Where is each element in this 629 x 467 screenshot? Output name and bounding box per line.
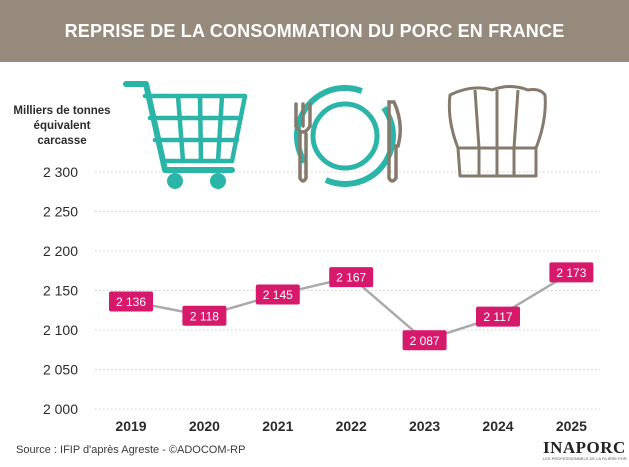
data-label: 2 173 [556, 266, 586, 280]
data-point-marker [476, 306, 520, 327]
x-tick-label: 2025 [556, 418, 587, 434]
data-label: 2 087 [410, 334, 440, 348]
y-axis-label-line: carcasse [37, 135, 87, 147]
data-label: 2 136 [116, 295, 146, 309]
data-point-marker [549, 262, 594, 283]
x-tick-label: 2024 [482, 418, 513, 434]
y-tick-label: 2 250 [43, 204, 78, 220]
data-point-marker [402, 330, 447, 351]
x-tick-label: 2023 [409, 418, 440, 434]
shopping-cart-icon [123, 81, 248, 189]
logo-text: INAPORC [543, 438, 626, 457]
y-axis-label-line: équivalent [33, 120, 91, 132]
x-tick-label: 2020 [189, 418, 220, 434]
y-tick-label: 2 100 [43, 322, 78, 338]
data-point-marker [182, 305, 227, 326]
y-tick-label: 2 000 [43, 401, 78, 417]
data-point-marker [255, 284, 300, 305]
x-tick-label: 2021 [262, 418, 293, 434]
y-tick-label: 2 200 [43, 243, 78, 259]
chef-hat-icon [447, 85, 547, 178]
y-tick-label: 2 050 [43, 362, 78, 378]
y-tick-label: 2 150 [43, 283, 78, 299]
page-title: REPRISE DE LA CONSOMMATION DU PORC EN FR… [64, 20, 565, 41]
header-banner: REPRISE DE LA CONSOMMATION DU PORC EN FR… [0, 0, 629, 62]
fork-plate-knife-icon [294, 85, 402, 187]
data-label: 2 145 [263, 288, 293, 302]
x-tick-label: 2019 [115, 418, 146, 434]
y-axis-label: Milliers de tonnes équivalent carcasse [6, 104, 118, 149]
data-label: 2 117 [483, 310, 512, 324]
source-note: Source : IFIP d'après Agreste - ©ADOCOM-… [16, 444, 246, 456]
logo-subtitle: LES PROFESSIONNELS DE LA FILIÈRE PORCINE… [543, 456, 627, 461]
data-label: 2 118 [190, 309, 219, 323]
y-tick-label: 2 300 [43, 164, 78, 180]
data-point-marker [329, 267, 374, 288]
data-label: 2 167 [336, 271, 366, 285]
data-point-marker [109, 291, 153, 312]
x-tick-label: 2022 [336, 418, 367, 434]
y-axis-label-line: Milliers de tonnes [13, 105, 111, 117]
inaporc-logo: INAPORC LES PROFESSIONNELS DE LA FILIÈRE… [543, 438, 627, 464]
